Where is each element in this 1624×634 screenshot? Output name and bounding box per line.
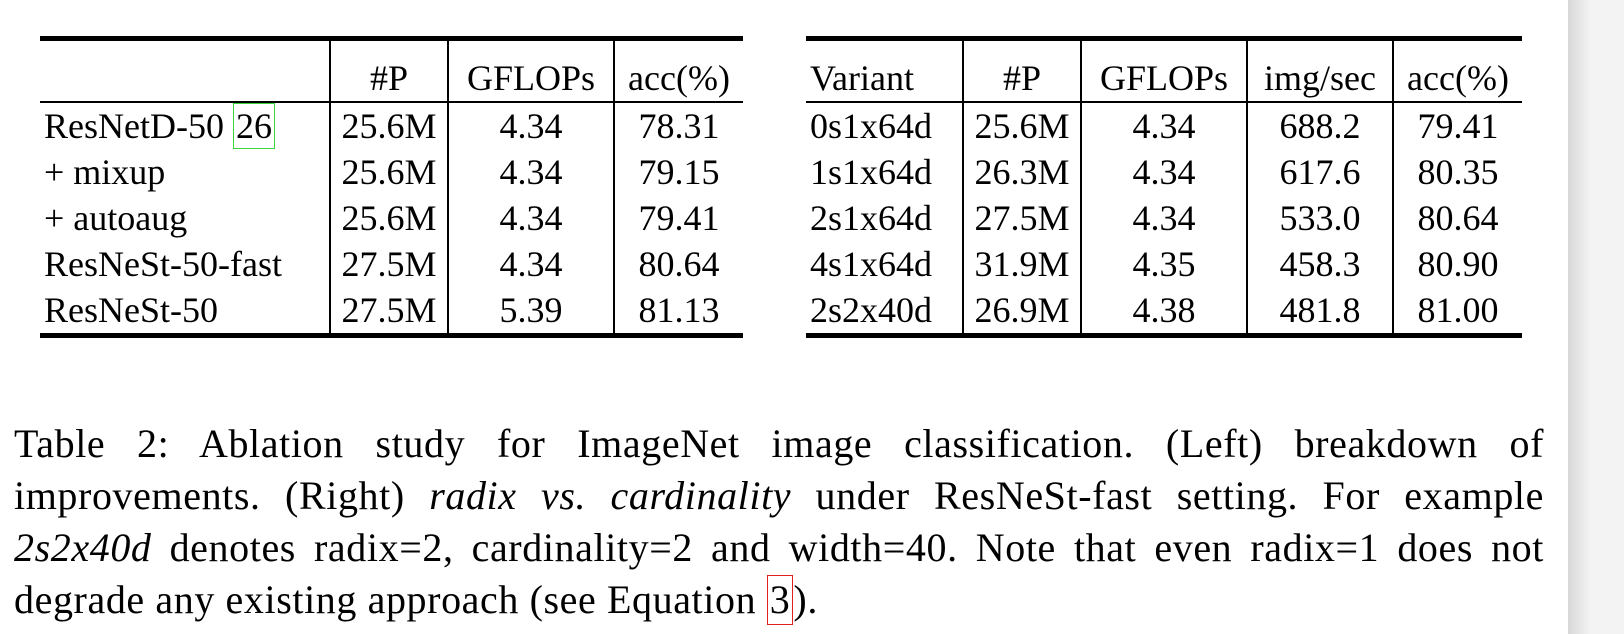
gflops-cell: 4.34 [448, 195, 615, 241]
gflops-cell: 4.34 [1081, 102, 1248, 149]
params-cell: 27.5M [330, 287, 449, 338]
variant-cell: 2s2x40d [806, 287, 964, 338]
acc-cell: 81.00 [1393, 287, 1522, 338]
acc-cell: 81.13 [614, 287, 743, 338]
caption-text: denotes radix=2, cardinality=2 and width… [14, 525, 1544, 622]
table-row: 2s1x64d 27.5M 4.34 533.0 80.64 [806, 195, 1522, 241]
table-row: 4s1x64d 31.9M 4.35 458.3 80.90 [806, 241, 1522, 287]
table-caption: Table 2: Ablation study for ImageNet ima… [14, 418, 1544, 626]
params-cell: 31.9M [963, 241, 1082, 287]
acc-cell: 79.41 [1417, 106, 1499, 146]
citation-number[interactable]: 26 [235, 106, 272, 146]
variant-cell: 0s1x64d [806, 102, 964, 149]
header-cell-variant: Variant [806, 38, 964, 103]
table-row: 2s2x40d 26.9M 4.38 481.8 81.00 [806, 287, 1522, 338]
gflops-cell: 4.34 [448, 102, 615, 149]
equation-link[interactable]: 3 [766, 575, 794, 625]
params-cell: 26.3M [963, 149, 1082, 195]
gflops-cell: 4.38 [1081, 287, 1248, 338]
method-cell: + mixup [40, 149, 331, 195]
header-cell-imgsec: img/sec [1247, 38, 1394, 103]
table-row: 0s1x64d 25.6M 4.34 688.2 79.41 [806, 102, 1522, 149]
table-header-row: Variant #P GFLOPs img/sec acc(%) [806, 38, 1522, 103]
imgsec-cell: 458.3 [1247, 241, 1394, 287]
table-row: ResNeSt-50-fast 27.5M 4.34 80.64 [40, 241, 743, 287]
method-cell: ResNeSt-50 [40, 287, 331, 338]
gflops-cell: 4.35 [1081, 241, 1248, 287]
method-cell: ResNetD-50 26 [40, 102, 331, 149]
header-cell-acc: acc(%) [614, 38, 743, 103]
params-cell: 25.6M [963, 102, 1082, 149]
header-cell-gflops: GFLOPs [1081, 38, 1248, 103]
method-cell: + autoaug [40, 195, 331, 241]
table-row: 1s1x64d 26.3M 4.34 617.6 80.35 [806, 149, 1522, 195]
params-cell: 26.9M [963, 287, 1082, 338]
imgsec-cell: 481.8 [1247, 287, 1394, 338]
gflops-cell: 4.34 [1081, 149, 1248, 195]
header-cell-params: #P [963, 38, 1082, 103]
gflops-cell: 4.34 [448, 149, 615, 195]
table-header-row: #P GFLOPs acc(%) [40, 38, 743, 103]
caption-text: Table 2: Ablation study for ImageNet ima… [14, 421, 1544, 518]
header-cell-acc: acc(%) [1393, 38, 1522, 103]
caption-italic-radix: radix vs. cardinality [429, 473, 792, 518]
params-cell: 25.6M [330, 149, 449, 195]
header-cell-gflops: GFLOPs [448, 38, 615, 103]
table-row: + mixup 25.6M 4.34 79.15 [40, 149, 743, 195]
citation-link[interactable]: 26 [232, 103, 275, 149]
method-name: ResNetD-50 [44, 106, 224, 146]
variant-cell: 2s1x64d [806, 195, 964, 241]
header-cell-method [40, 38, 331, 103]
page-edge-shadow [1568, 0, 1624, 634]
acc-cell: 79.41 [638, 198, 720, 238]
imgsec-cell: 688.2 [1247, 102, 1394, 149]
imgsec-cell: 617.6 [1247, 149, 1394, 195]
right-variant-table: Variant #P GFLOPs img/sec acc(%) 0s1x64d… [806, 36, 1522, 338]
equation-number[interactable]: 3 [769, 577, 791, 622]
params-cell: 25.6M [330, 195, 449, 241]
acc-cell: 80.90 [1417, 244, 1499, 284]
caption-text: ). [793, 577, 818, 622]
gflops-cell: 4.34 [1081, 195, 1248, 241]
variant-cell: 1s1x64d [806, 149, 964, 195]
table-row: ResNetD-50 26 25.6M 4.34 78.31 [40, 102, 743, 149]
table-row: + autoaug 25.6M 4.34 79.41 [40, 195, 743, 241]
imgsec-cell: 533.0 [1247, 195, 1394, 241]
gflops-cell: 4.34 [448, 241, 615, 287]
table-row: ResNeSt-50 27.5M 5.39 81.13 [40, 287, 743, 338]
left-ablation-table: #P GFLOPs acc(%) ResNetD-50 26 25.6M 4.3… [40, 36, 743, 338]
gflops-cell: 5.39 [448, 287, 615, 338]
acc-cell: 80.64 [638, 244, 720, 284]
params-cell: 27.5M [330, 241, 449, 287]
caption-text: under ResNeSt-fast setting. For example [791, 473, 1544, 518]
params-cell: 27.5M [963, 195, 1082, 241]
acc-cell: 78.31 [638, 106, 720, 146]
method-cell: ResNeSt-50-fast [40, 241, 331, 287]
acc-cell: 79.15 [638, 152, 720, 192]
acc-cell: 80.64 [1417, 198, 1499, 238]
header-cell-params: #P [330, 38, 449, 103]
caption-italic-variant: 2s2x40d [14, 525, 152, 570]
params-cell: 25.6M [330, 102, 449, 149]
acc-cell: 80.35 [1417, 152, 1499, 192]
variant-cell: 4s1x64d [806, 241, 964, 287]
